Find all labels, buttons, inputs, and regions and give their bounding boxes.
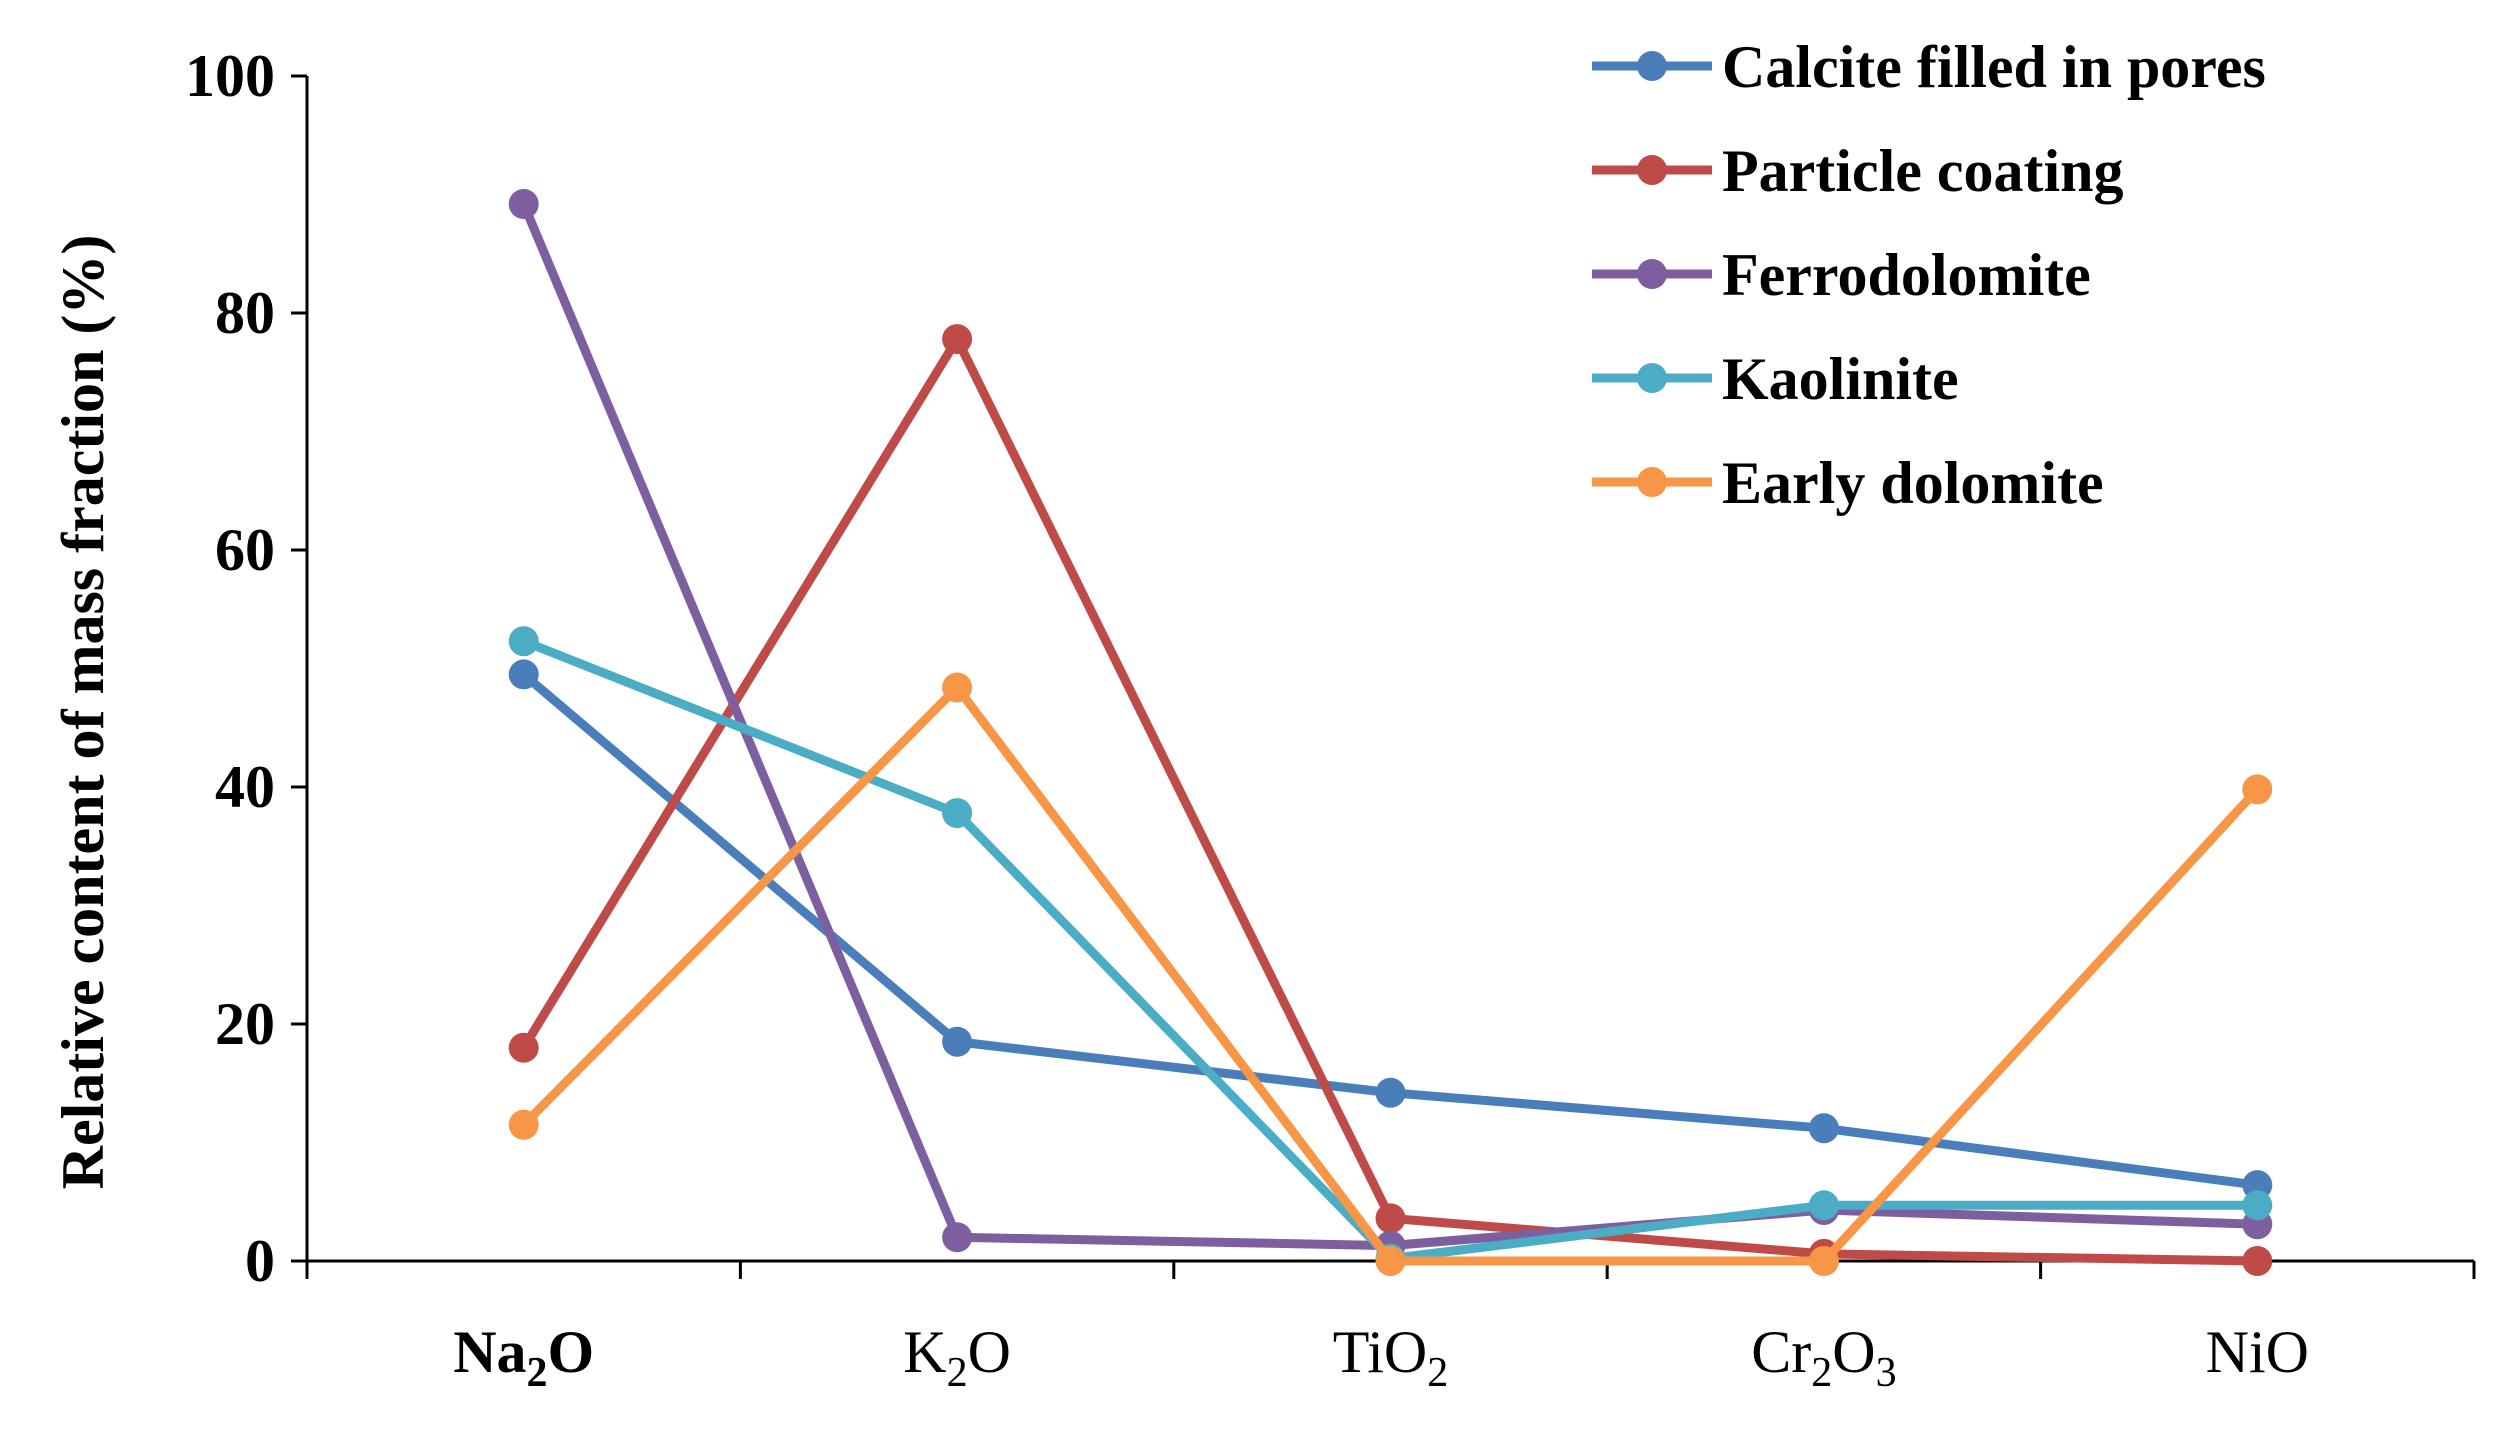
legend-swatch-marker	[1637, 363, 1667, 393]
x-category-label: Na2O	[453, 1319, 594, 1396]
data-point	[508, 626, 539, 657]
y-tick-label: 80	[215, 280, 275, 346]
data-point	[942, 672, 973, 703]
legend-item: Kaolinite	[1592, 346, 1959, 412]
data-point	[2242, 1246, 2273, 1276]
legend-swatch-marker	[1637, 259, 1667, 289]
legend-swatch-marker	[1637, 155, 1667, 185]
x-category-label: NiO	[2206, 1319, 2309, 1385]
legend-swatch-marker	[1637, 51, 1667, 81]
data-point	[1375, 1203, 1406, 1234]
y-axis-label: Relative content of mass fraction (%)	[50, 235, 116, 1190]
series-kaolinite	[508, 626, 2273, 1274]
x-category-label: Cr2O3	[1751, 1319, 1896, 1396]
x-category-label: K2O	[903, 1319, 1011, 1396]
data-point	[508, 1032, 539, 1063]
data-point	[942, 1222, 973, 1253]
series-line	[520, 682, 2261, 1266]
legend-label: Particle coating	[1722, 138, 2124, 204]
data-point	[942, 798, 973, 829]
data-point	[508, 1109, 539, 1140]
data-point	[2242, 1190, 2273, 1221]
data-point	[942, 324, 973, 355]
data-point	[508, 188, 539, 219]
y-tick-label: 0	[245, 1228, 275, 1294]
series-line	[520, 670, 2258, 1190]
legend-item: Calcite filled in pores	[1592, 34, 2266, 100]
data-point	[508, 659, 539, 690]
y-tick-label: 20	[215, 991, 275, 1057]
x-category-label: TiO2	[1333, 1319, 1449, 1396]
legend-item: Particle coating	[1592, 138, 2124, 204]
legend-label: Kaolinite	[1722, 346, 1959, 412]
legend-swatch-marker	[1637, 467, 1667, 497]
series-line	[522, 637, 2258, 1264]
y-tick-label: 60	[215, 517, 275, 583]
data-point	[942, 1026, 973, 1057]
legend-item: Early dolomite	[1592, 450, 2104, 516]
legend-label: Ferrodolomite	[1722, 242, 2091, 308]
data-point	[1808, 1190, 1839, 1221]
series-early-dolomite	[508, 672, 2273, 1276]
data-point	[1808, 1246, 1839, 1276]
y-tick-label: 100	[185, 43, 275, 109]
data-point	[1375, 1246, 1406, 1276]
data-point	[1808, 1113, 1839, 1144]
y-tick-label: 40	[215, 754, 275, 820]
legend: Calcite filled in pores Particle coating F…	[1592, 34, 2266, 516]
legend-label: Early dolomite	[1722, 450, 2104, 516]
legend-item: Ferrodolomite	[1592, 242, 2091, 308]
legend-label: Calcite filled in pores	[1722, 34, 2266, 100]
data-point	[2242, 774, 2273, 805]
data-point	[1375, 1077, 1406, 1108]
